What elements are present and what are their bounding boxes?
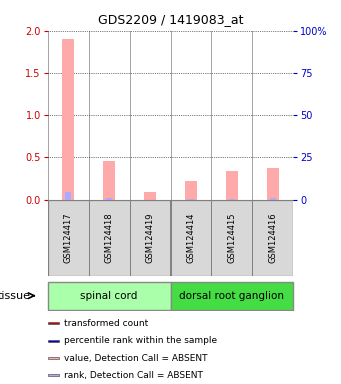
Text: GSM124414: GSM124414 <box>187 213 195 263</box>
Text: rank, Detection Call = ABSENT: rank, Detection Call = ABSENT <box>64 371 203 380</box>
Text: spinal cord: spinal cord <box>80 291 138 301</box>
Bar <box>65 192 71 200</box>
Bar <box>188 199 194 200</box>
Bar <box>229 199 235 200</box>
Bar <box>48 357 59 359</box>
Bar <box>89 200 130 276</box>
Text: GSM124415: GSM124415 <box>227 213 236 263</box>
Text: GSM124419: GSM124419 <box>146 213 154 263</box>
Bar <box>62 39 74 200</box>
Bar <box>48 282 170 310</box>
Bar <box>106 198 112 200</box>
Bar <box>267 169 279 200</box>
Bar <box>48 374 59 376</box>
Text: GSM124417: GSM124417 <box>64 213 73 263</box>
Text: GSM124418: GSM124418 <box>105 213 114 263</box>
Bar <box>103 161 115 200</box>
Bar <box>211 200 252 276</box>
Bar <box>170 282 293 310</box>
Bar <box>252 200 293 276</box>
Bar <box>48 322 59 324</box>
Text: transformed count: transformed count <box>64 319 149 328</box>
Bar <box>144 192 156 200</box>
Bar <box>48 339 59 342</box>
Bar <box>130 200 170 276</box>
Bar <box>170 200 211 276</box>
Text: percentile rank within the sample: percentile rank within the sample <box>64 336 218 345</box>
Bar <box>226 171 238 200</box>
Text: dorsal root ganglion: dorsal root ganglion <box>179 291 284 301</box>
Bar <box>48 200 89 276</box>
Text: tissue: tissue <box>0 291 31 301</box>
Text: GSM124416: GSM124416 <box>268 213 277 263</box>
Bar <box>185 181 197 200</box>
Text: value, Detection Call = ABSENT: value, Detection Call = ABSENT <box>64 354 208 362</box>
Bar <box>270 199 276 200</box>
Text: GDS2209 / 1419083_at: GDS2209 / 1419083_at <box>98 13 243 26</box>
